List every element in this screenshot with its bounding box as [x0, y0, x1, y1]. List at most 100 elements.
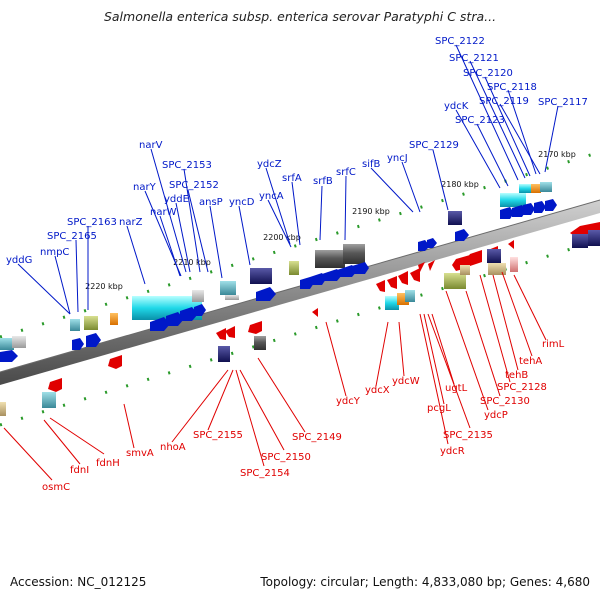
- gene-label-SPC_2121[interactable]: SPC_2121: [449, 53, 499, 64]
- gene-label-fdnH[interactable]: fdnH: [96, 458, 120, 469]
- forward-arrow[interactable]: [180, 307, 198, 321]
- gene-label-SPC_2150[interactable]: SPC_2150: [261, 452, 311, 463]
- gene-label-SPC_2117[interactable]: SPC_2117: [538, 97, 588, 108]
- forward-gene-block[interactable]: [12, 336, 26, 348]
- forward-arrow[interactable]: [500, 207, 514, 219]
- gene-label-SPC_2149[interactable]: SPC_2149: [292, 432, 342, 443]
- forward-arrow[interactable]: [72, 338, 84, 350]
- reverse-gene-block[interactable]: [218, 346, 230, 362]
- forward-arrow[interactable]: [256, 287, 276, 301]
- reverse-gene-block[interactable]: [572, 234, 588, 248]
- gene-label-SPC_2119[interactable]: SPC_2119: [479, 96, 529, 107]
- reverse-arrow[interactable]: [466, 250, 482, 266]
- forward-arrow[interactable]: [455, 229, 469, 241]
- forward-gene-block[interactable]: [343, 244, 365, 264]
- forward-gene-block[interactable]: [540, 182, 552, 192]
- gene-label-srfB[interactable]: srfB: [313, 176, 333, 187]
- reverse-gene-block[interactable]: [42, 392, 56, 408]
- forward-arrow[interactable]: [0, 350, 18, 362]
- gene-label-SPC_2155[interactable]: SPC_2155: [193, 430, 243, 441]
- forward-arrow[interactable]: [166, 312, 184, 326]
- gene-label-srfA[interactable]: srfA: [282, 173, 302, 184]
- reverse-arrow[interactable]: [248, 321, 262, 334]
- forward-arrow[interactable]: [523, 203, 535, 215]
- forward-gene-block[interactable]: [220, 281, 236, 295]
- reverse-arrow[interactable]: [108, 355, 122, 369]
- gene-label-SPC_2130[interactable]: SPC_2130: [480, 396, 530, 407]
- reverse-arrow[interactable]: [410, 268, 420, 282]
- reverse-arrow[interactable]: [216, 328, 226, 340]
- forward-gene-block[interactable]: [84, 316, 98, 330]
- forward-gene-block[interactable]: [500, 193, 526, 207]
- reverse-arrow[interactable]: [428, 260, 435, 271]
- forward-gene-block[interactable]: [448, 211, 462, 225]
- forward-arrow[interactable]: [427, 238, 437, 248]
- forward-gene-block[interactable]: [315, 250, 345, 268]
- reverse-arrow[interactable]: [508, 240, 514, 249]
- gene-label-yncJ[interactable]: yncJ: [387, 153, 408, 164]
- gene-label-tehB[interactable]: tehB: [505, 370, 528, 381]
- gene-label-yddE[interactable]: yddE: [164, 194, 189, 205]
- reverse-gene-block[interactable]: [444, 273, 466, 289]
- gene-label-SPC_2163[interactable]: SPC_2163: [67, 217, 117, 228]
- gene-label-ansP[interactable]: ansP: [199, 197, 223, 208]
- forward-arrow[interactable]: [150, 317, 170, 331]
- gene-label-pcgL[interactable]: pcgL: [427, 403, 451, 414]
- forward-gene-block[interactable]: [519, 184, 533, 193]
- gene-label-SPC_2120[interactable]: SPC_2120: [463, 68, 513, 79]
- reverse-gene-block[interactable]: [510, 257, 518, 272]
- gene-label-narZ[interactable]: narZ: [119, 217, 143, 228]
- gene-label-ydcY[interactable]: ydcY: [336, 396, 361, 407]
- gene-label-yddG[interactable]: yddG: [6, 255, 32, 266]
- gene-label-SPC_2118[interactable]: SPC_2118: [487, 82, 537, 93]
- forward-gene-block[interactable]: [192, 290, 204, 302]
- reverse-arrow[interactable]: [225, 326, 235, 338]
- reverse-arrow[interactable]: [387, 276, 397, 289]
- reverse-gene-block[interactable]: [460, 265, 470, 275]
- gene-label-SPC_2165[interactable]: SPC_2165: [47, 231, 97, 242]
- reverse-gene-block[interactable]: [254, 336, 266, 350]
- gene-label-yncD[interactable]: yncD: [229, 197, 255, 208]
- forward-gene-block[interactable]: [0, 338, 14, 350]
- gene-label-ydcW[interactable]: ydcW: [392, 376, 420, 387]
- forward-gene-block[interactable]: [531, 184, 541, 193]
- gene-label-rimL[interactable]: rimL: [542, 339, 565, 350]
- forward-gene-block[interactable]: [110, 313, 118, 325]
- gene-label-srfC[interactable]: srfC: [336, 167, 356, 178]
- gene-label-SPC_2154[interactable]: SPC_2154: [240, 468, 290, 479]
- gene-label-SPC_2135[interactable]: SPC_2135: [443, 430, 493, 441]
- gene-label-ydcP[interactable]: ydcP: [484, 410, 508, 421]
- gene-label-ydcX[interactable]: ydcX: [365, 385, 390, 396]
- forward-gene-block[interactable]: [70, 319, 80, 331]
- forward-gene-block[interactable]: [225, 295, 239, 300]
- reverse-gene-block[interactable]: [405, 290, 415, 302]
- forward-gene-block[interactable]: [250, 268, 272, 284]
- gene-label-SPC_2123[interactable]: SPC_2123: [455, 115, 505, 126]
- reverse-gene-block[interactable]: [487, 249, 501, 263]
- reverse-arrow[interactable]: [48, 378, 62, 392]
- reverse-gene-block[interactable]: [588, 230, 600, 246]
- gene-label-SPC_2122[interactable]: SPC_2122: [435, 36, 485, 47]
- gene-label-yncA[interactable]: yncA: [259, 191, 284, 202]
- gene-label-osmC[interactable]: osmC: [42, 482, 70, 493]
- gene-label-ydcK[interactable]: ydcK: [444, 101, 469, 112]
- gene-label-fdnI[interactable]: fdnI: [70, 465, 89, 476]
- forward-arrow[interactable]: [352, 262, 369, 274]
- gene-label-SPC_2128[interactable]: SPC_2128: [497, 382, 547, 393]
- reverse-arrow[interactable]: [312, 308, 318, 317]
- reverse-arrow[interactable]: [398, 271, 408, 285]
- forward-arrow[interactable]: [545, 199, 557, 211]
- gene-label-narV[interactable]: narV: [139, 140, 163, 151]
- gene-label-narY[interactable]: narY: [133, 182, 157, 193]
- gene-label-nhoA[interactable]: nhoA: [160, 442, 186, 453]
- gene-label-SPC_2153[interactable]: SPC_2153: [162, 160, 212, 171]
- reverse-gene-block[interactable]: [0, 402, 6, 416]
- gene-label-ugtL[interactable]: ugtL: [445, 383, 468, 394]
- forward-arrow[interactable]: [534, 201, 546, 213]
- gene-label-tehA[interactable]: tehA: [519, 356, 542, 367]
- gene-label-sifB[interactable]: sifB: [362, 159, 381, 170]
- forward-arrow[interactable]: [194, 304, 206, 316]
- gene-label-narW[interactable]: narW: [150, 207, 177, 218]
- reverse-gene-block[interactable]: [385, 296, 399, 310]
- gene-label-SPC_2152[interactable]: SPC_2152: [169, 180, 219, 191]
